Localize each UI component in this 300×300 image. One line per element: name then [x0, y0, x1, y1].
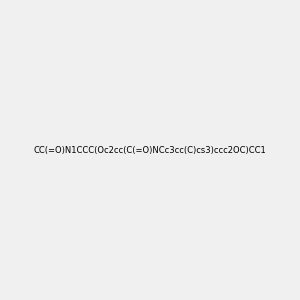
- Text: CC(=O)N1CCC(Oc2cc(C(=O)NCc3cc(C)cs3)ccc2OC)CC1: CC(=O)N1CCC(Oc2cc(C(=O)NCc3cc(C)cs3)ccc2…: [34, 146, 266, 154]
